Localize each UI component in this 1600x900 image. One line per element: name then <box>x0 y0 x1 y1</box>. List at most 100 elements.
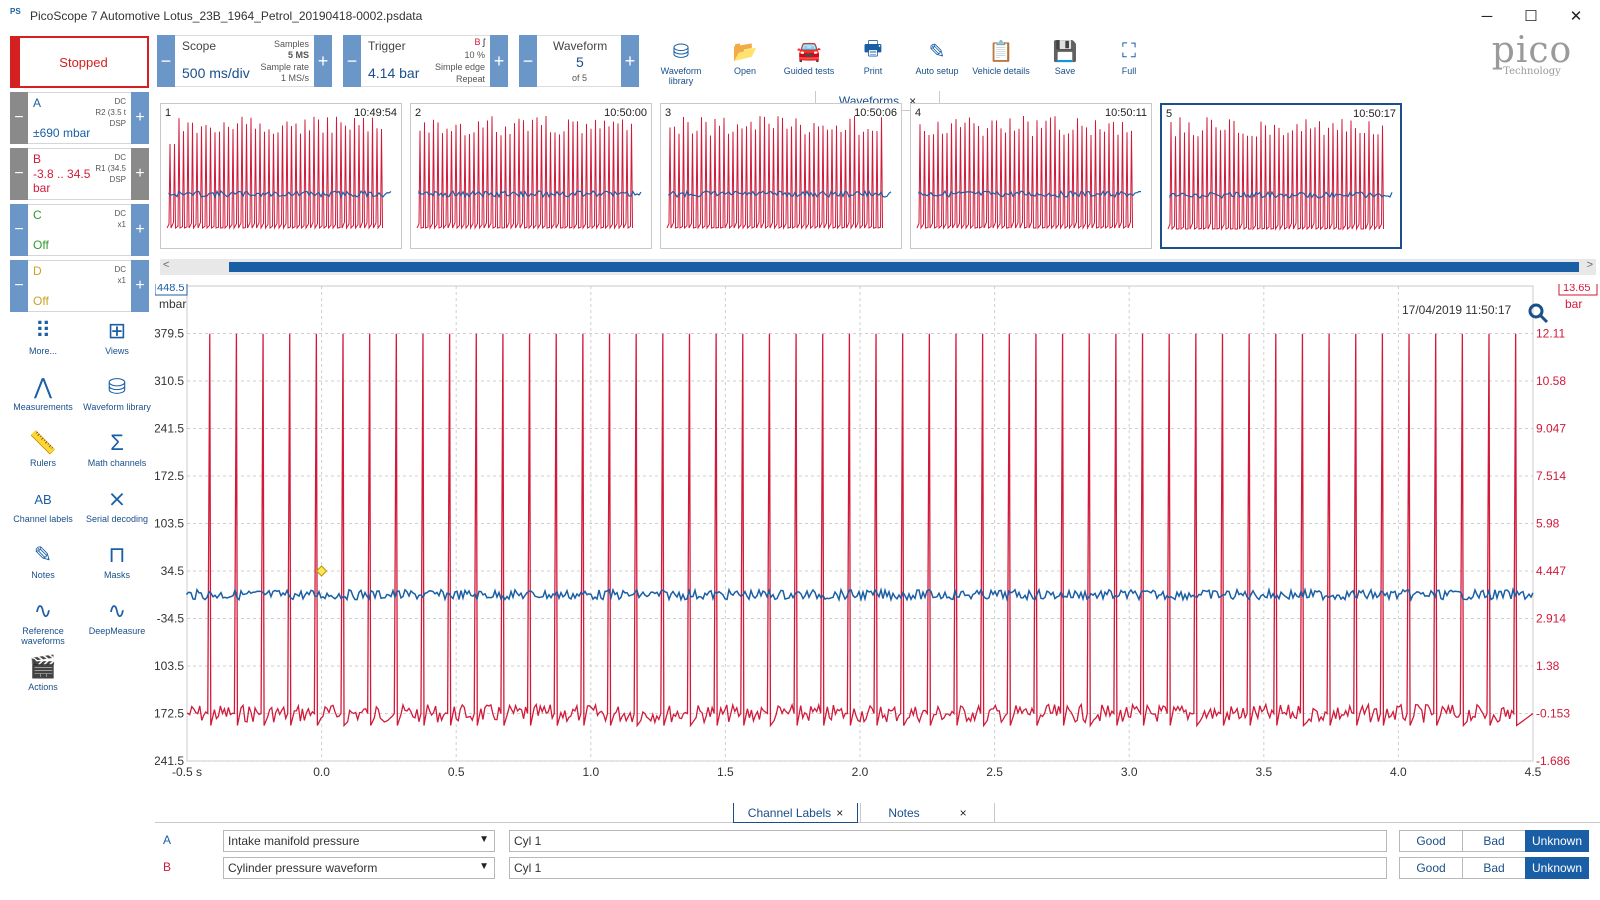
x-tick-label: 1.5 <box>717 765 734 779</box>
thumbnail-index: 5 <box>1166 108 1173 120</box>
close-icon[interactable]: × <box>909 93 917 108</box>
channel-b-increase-button[interactable]: + <box>131 148 149 200</box>
timebase-increase-button[interactable]: + <box>314 35 332 87</box>
waveform-next-button[interactable]: + <box>621 35 639 87</box>
waveform-thumbnail-selected[interactable]: 5 10:50:17 <box>1160 103 1402 249</box>
channel-note-input[interactable]: Cyl 1 <box>509 830 1387 852</box>
minimize-button[interactable]: ─ <box>1481 7 1493 25</box>
trigger-increase-button[interactable]: + <box>490 35 508 87</box>
channel-c-increase-button[interactable]: + <box>131 204 149 256</box>
trigger-repeat[interactable]: Repeat <box>455 74 485 84</box>
thumbnail-channel-b-trace <box>666 116 883 230</box>
x-tick-label: 3.5 <box>1255 765 1272 779</box>
waveform-library-button[interactable]: ⛁ Waveform library <box>650 36 712 87</box>
channel-note-input[interactable]: Cyl 1 <box>509 857 1387 879</box>
trigger-mode[interactable]: Simple edge <box>434 62 485 72</box>
channel-d-range[interactable]: Off <box>33 294 49 308</box>
channel-d-increase-button[interactable]: + <box>131 260 149 312</box>
thumbnail-trace <box>916 116 1142 230</box>
channel-a-probe: R2 (3.5 t <box>95 108 126 117</box>
channel-c-range[interactable]: Off <box>33 238 49 252</box>
channel-a-increase-button[interactable]: + <box>131 92 149 144</box>
channel-b-range[interactable]: -3.8 .. 34.5 bar <box>33 167 91 195</box>
print-button[interactable]: 🖶 Print <box>842 36 904 86</box>
waveform-previous-button[interactable]: − <box>519 35 537 87</box>
rate-bad-button[interactable]: Bad <box>1462 830 1526 852</box>
masks-button[interactable]: ⊓ Masks <box>82 540 152 596</box>
oscilloscope-graph[interactable]: 379.5 310.5 241.5 172.5 103.5 34.5 -34.5 -103.5… <box>155 284 1600 800</box>
scrollbar-thumb[interactable] <box>229 262 1579 272</box>
tab-notes[interactable]: Notes × <box>860 803 995 823</box>
thumbnail-time: 10:50:17 <box>1353 108 1396 120</box>
trigger-decrease-button[interactable]: − <box>343 35 361 87</box>
scroll-left-icon[interactable]: < <box>163 259 170 271</box>
channel-c-decrease-button[interactable]: − <box>10 204 28 256</box>
math-channels-button[interactable]: Σ Math channels <box>82 428 152 484</box>
samples-value[interactable]: 5 MS <box>287 50 309 60</box>
maximize-button[interactable]: ☐ <box>1524 8 1538 25</box>
scroll-right-icon[interactable]: > <box>1586 259 1593 271</box>
x-tick-label: 0.0 <box>313 765 330 779</box>
channel-a-range[interactable]: ±690 mbar <box>33 126 91 140</box>
channel-b-control[interactable]: − B -3.8 .. 34.5 bar DC R1 (34.5 DSP + <box>10 148 149 200</box>
notes-button[interactable]: ✎ Notes <box>8 540 78 596</box>
channel-labels-button[interactable]: AB Channel labels <box>8 484 78 540</box>
folder-icon: 📂 <box>732 40 758 63</box>
tab-channel-labels[interactable]: Channel Labels × <box>733 803 858 823</box>
sidebar-waveform-library-label: Waveform library <box>83 402 151 412</box>
full-screen-button[interactable]: ⛶ Full <box>1098 36 1160 86</box>
channel-a-decrease-button[interactable]: − <box>10 92 28 144</box>
right-tick-label: 5.98 <box>1536 517 1560 531</box>
waveform-thumbnail[interactable]: 2 10:50:00 <box>410 103 652 249</box>
close-icon[interactable]: × <box>836 805 844 820</box>
rate-good-button[interactable]: Good <box>1399 830 1463 852</box>
thumbnail-time: 10:49:54 <box>354 107 397 119</box>
deepmeasure-button[interactable]: ∿ DeepMeasure <box>82 596 152 652</box>
waveform-thumbnail[interactable]: 4 10:50:11 <box>910 103 1152 249</box>
rate-bad-button[interactable]: Bad <box>1462 857 1526 879</box>
rate-unknown-button[interactable]: Unknown <box>1525 857 1589 879</box>
serial-decoding-button[interactable]: ⨯ Serial decoding <box>82 484 152 540</box>
waveform-thumbnail[interactable]: 1 10:49:54 <box>160 103 402 249</box>
channel-d-decrease-button[interactable]: − <box>10 260 28 312</box>
logo-subtext: Technology <box>1503 66 1561 77</box>
x-tick-label: 1.0 <box>582 765 599 779</box>
views-button[interactable]: ⊞ Views <box>82 316 152 372</box>
timebase-value[interactable]: 500 ms/div <box>182 65 250 81</box>
vehicle-details-button[interactable]: 📋 Vehicle details <box>970 36 1032 86</box>
rate-unknown-button[interactable]: Unknown <box>1525 830 1589 852</box>
rate-good-button[interactable]: Good <box>1399 857 1463 879</box>
waveform-thumbnail[interactable]: 3 10:50:06 <box>660 103 902 249</box>
close-icon[interactable]: × <box>959 805 967 820</box>
auto-setup-button[interactable]: ✎ Auto setup <box>906 36 968 86</box>
capture-timestamp: 17/04/2019 11:50:17 <box>1402 303 1512 317</box>
thumbnail-index: 3 <box>665 107 672 119</box>
trigger-level-value[interactable]: 4.14 bar <box>368 65 420 81</box>
channel-b-decrease-button[interactable]: − <box>10 148 28 200</box>
reference-waveforms-label: Reference waveforms <box>21 626 65 646</box>
timebase-decrease-button[interactable]: − <box>157 35 175 87</box>
channel-a-control[interactable]: − A ±690 mbar DC R2 (3.5 t DSP + <box>10 92 149 144</box>
channel-label-dropdown[interactable]: Cylinder pressure waveform ▼ <box>223 857 495 879</box>
rulers-button[interactable]: 📏 Rulers <box>8 428 78 484</box>
save-button[interactable]: 💾 Save <box>1034 36 1096 86</box>
channel-label-row: A Intake manifold pressure ▼ Cyl 1 Good B… <box>155 829 1600 853</box>
channel-c-control[interactable]: − C Off DC x1 + <box>10 204 149 256</box>
close-button[interactable]: ✕ <box>1569 8 1583 25</box>
thumbnail-scrollbar[interactable]: < > <box>160 259 1596 275</box>
channel-label-dropdown[interactable]: Intake manifold pressure ▼ <box>223 830 495 852</box>
thumbnail-trace <box>1167 117 1393 231</box>
guided-tests-button[interactable]: 🚘 Guided tests <box>778 36 840 86</box>
right-tick-label: 9.047 <box>1536 422 1566 436</box>
channel-d-control[interactable]: − D Off DC x1 + <box>10 260 149 312</box>
more-button[interactable]: ⠿ More... <box>8 316 78 372</box>
thumbnail-channel-b-trace <box>416 116 633 230</box>
run-stop-button[interactable]: Stopped <box>10 36 149 88</box>
sidebar-waveform-library-button[interactable]: ⛁ Waveform library <box>82 372 152 428</box>
actions-button[interactable]: 🎬 Actions <box>8 652 78 708</box>
left-tick-label: 172.5 <box>155 469 184 483</box>
right-axis-unit: bar <box>1565 297 1582 311</box>
measurements-button[interactable]: ⋀ Measurements <box>8 372 78 428</box>
reference-waveforms-button[interactable]: ∿ Reference waveforms <box>8 596 78 652</box>
open-button[interactable]: 📂 Open <box>714 36 776 86</box>
